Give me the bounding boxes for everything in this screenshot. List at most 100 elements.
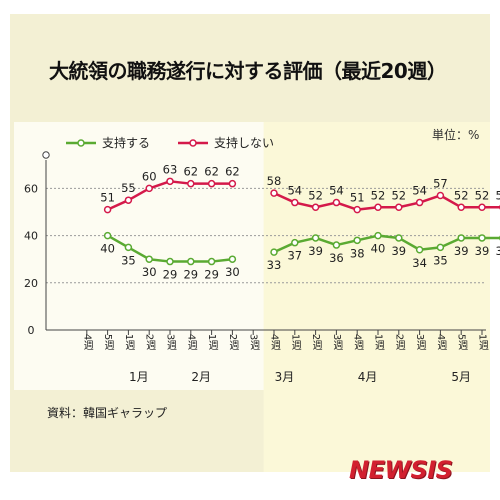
source-label: 資料：韓国ギャラップ <box>47 406 168 420</box>
approve-point <box>311 234 320 242</box>
disapprove-point <box>228 179 237 188</box>
newsis-logo: NEWSIS <box>349 456 453 484</box>
approve-data-label: 34 <box>412 256 427 270</box>
approve-data-label: 40 <box>371 242 386 256</box>
disapprove-data-label: 58 <box>267 174 282 188</box>
disapprove-data-label: 63 <box>163 162 178 176</box>
disapprove-point <box>415 198 424 207</box>
disapprove-data-label: 52 <box>371 188 386 202</box>
approve-data-label: 35 <box>433 253 448 267</box>
approve-data-label: 39 <box>391 244 406 258</box>
disapprove-point <box>374 203 382 212</box>
disapprove-data-label: 62 <box>183 165 198 179</box>
disapprove-data-label: 52 <box>454 188 469 202</box>
disapprove-point <box>145 184 153 193</box>
x-tick-label: 4週 <box>81 334 93 350</box>
recent-highlight <box>263 122 490 472</box>
disapprove-point <box>353 205 361 214</box>
approve-point <box>395 234 403 242</box>
month-label: 1月 <box>129 370 149 384</box>
chart-title: 大統領の職務遂行に対する評価（最近20週） <box>49 59 447 83</box>
approve-point <box>291 238 299 247</box>
disapprove-data-label: 51 <box>350 191 365 205</box>
x-tick-label: 4週 <box>185 334 197 350</box>
disapprove-data-label: 52 <box>475 188 490 202</box>
x-tick-label: 1週 <box>123 334 135 350</box>
x-tick-label: 2週 <box>227 334 239 350</box>
approve-data-label: 29 <box>204 268 219 282</box>
x-tick-label: 5週 <box>456 334 468 350</box>
approve-data-label: 33 <box>267 258 282 272</box>
x-tick-label: 5週 <box>102 334 114 350</box>
approve-point <box>374 231 382 240</box>
disapprove-data-label: 57 <box>433 176 448 190</box>
approve-point <box>145 255 153 263</box>
approve-point <box>187 257 195 266</box>
approve-data-label: 39 <box>454 244 469 258</box>
disapprove-data-label: 52 <box>308 188 323 202</box>
x-tick-label: 2週 <box>393 334 405 350</box>
x-tick-label: 4週 <box>269 334 281 350</box>
approve-point <box>124 243 133 252</box>
y-tick-label: 60 <box>24 182 38 195</box>
disapprove-data-label: 54 <box>329 184 344 198</box>
approve-data-label: 29 <box>163 268 178 282</box>
approve-data-label: 40 <box>100 242 115 256</box>
approve-data-label: 36 <box>329 251 344 265</box>
disapprove-data-label: 52 <box>391 188 406 202</box>
approve-point <box>457 234 465 242</box>
disapprove-data-label: 62 <box>204 165 219 179</box>
disapprove-point <box>124 196 133 204</box>
x-tick-label: 1週 <box>477 334 489 350</box>
disapprove-point <box>207 179 216 188</box>
approve-point <box>353 236 361 245</box>
approve-data-label: 30 <box>225 265 240 279</box>
disapprove-point <box>436 191 445 200</box>
disapprove-point <box>270 189 278 197</box>
disapprove-data-label: 54 <box>287 184 302 198</box>
approve-point <box>166 257 174 266</box>
approve-data-label: 39 <box>308 244 323 258</box>
disapprove-point <box>166 177 174 186</box>
approve-data-label: 39 <box>475 244 490 258</box>
approve-point <box>228 255 237 263</box>
disapprove-point <box>478 203 486 212</box>
approve-data-label: 30 <box>142 265 157 279</box>
x-tick-label: 3週 <box>331 334 343 350</box>
disapprove-point <box>187 179 195 188</box>
approve-point <box>478 234 486 242</box>
approve-point <box>332 241 341 249</box>
x-tick-label: 1週 <box>206 334 218 350</box>
disapprove-point <box>457 203 465 212</box>
approve-data-label: 29 <box>183 268 198 282</box>
y-axis-cap <box>42 151 50 159</box>
disapprove-data-label: 55 <box>121 181 136 195</box>
x-tick-label: 3週 <box>414 334 426 350</box>
legend-approve-marker <box>77 139 85 147</box>
month-label: 2月 <box>191 370 211 384</box>
legend-disapprove-label: 支持しない <box>214 135 274 150</box>
x-tick-label: 1週 <box>289 334 301 350</box>
disapprove-data-label: 51 <box>100 191 115 205</box>
y-tick-label: 0 <box>28 324 35 337</box>
y-tick-label: 20 <box>24 277 38 290</box>
approve-data-label: 35 <box>121 253 136 267</box>
disapprove-data-label: 52 <box>495 188 500 202</box>
disapprove-point <box>395 203 403 212</box>
legend-disapprove-marker <box>189 139 197 147</box>
x-tick-label: 4週 <box>352 334 364 350</box>
disapprove-data-label: 62 <box>225 165 240 179</box>
month-label: 5月 <box>451 370 471 384</box>
disapprove-point <box>291 198 299 207</box>
approve-data-label: 37 <box>287 249 302 263</box>
disapprove-data-label: 54 <box>412 184 427 198</box>
month-label: 3月 <box>275 370 295 384</box>
approve-point <box>415 246 424 254</box>
unit-label: 単位：% <box>432 128 480 142</box>
approve-point <box>436 243 445 252</box>
x-tick-label: 4週 <box>435 334 447 350</box>
disapprove-point <box>103 205 112 214</box>
approve-data-label: 38 <box>350 246 365 260</box>
